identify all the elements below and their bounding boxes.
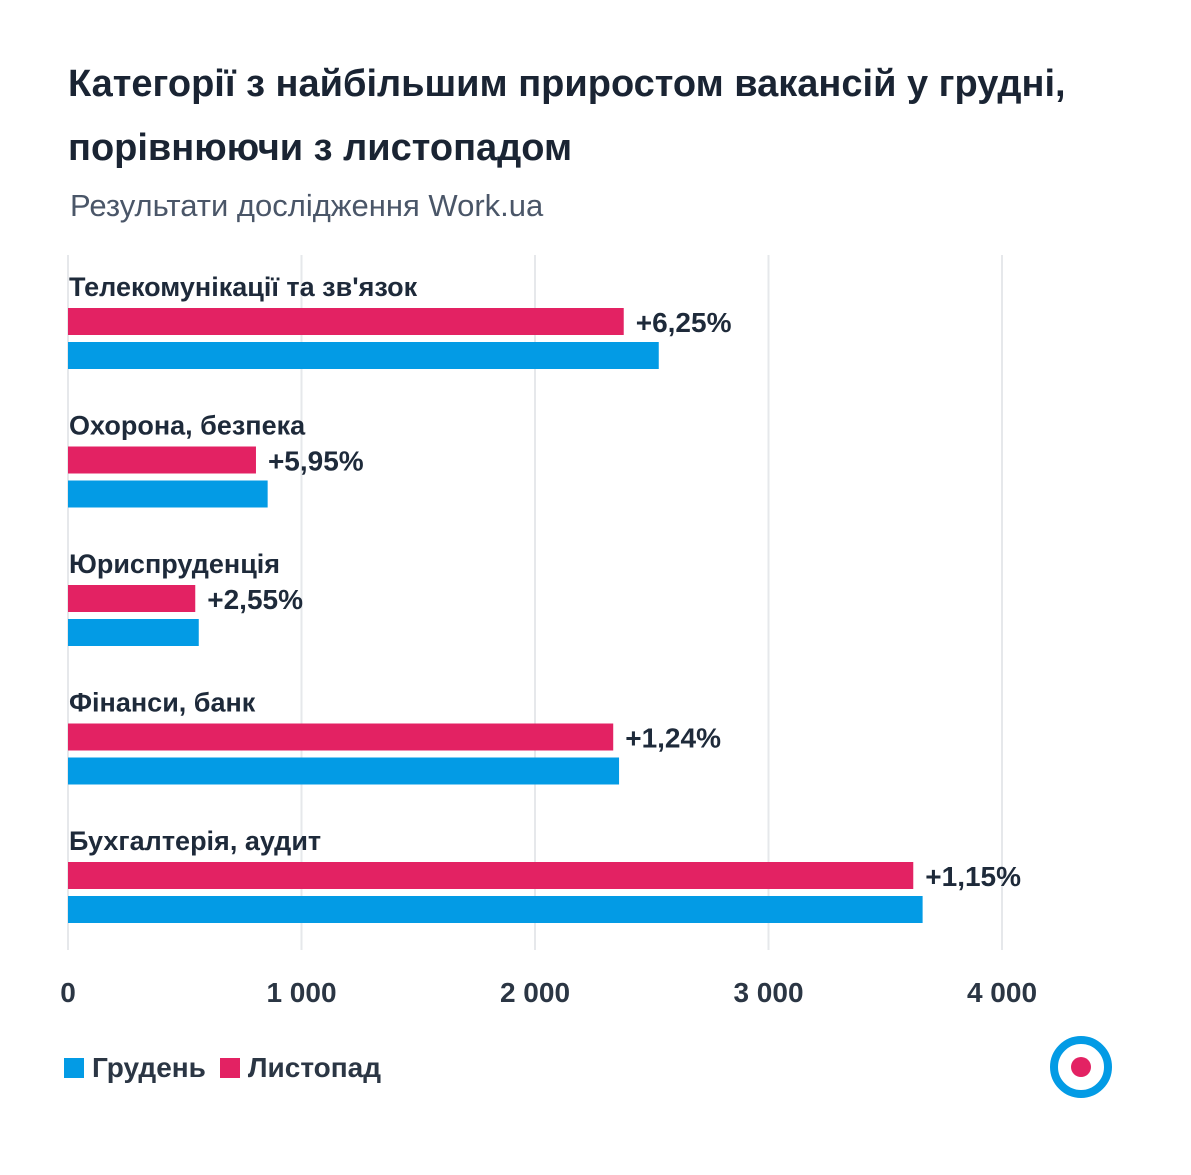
x-tick-label-4: 4 000 xyxy=(967,977,1037,1008)
bar-november-4 xyxy=(68,862,914,889)
bar-november-1 xyxy=(68,446,256,474)
growth-label-1: +5,95% xyxy=(268,446,364,477)
category-label-1: Охорона, безпека xyxy=(69,411,306,441)
bar-december-3 xyxy=(68,757,620,785)
category-label-3: Фінанси, банк xyxy=(69,688,256,718)
legend-swatch-december xyxy=(64,1058,84,1078)
growth-label-2: +2,55% xyxy=(207,584,303,615)
x-tick-label-3: 3 000 xyxy=(733,977,803,1008)
bar-november-2 xyxy=(68,585,196,612)
growth-label-4: +1,15% xyxy=(925,861,1021,892)
bar-chart: 0 1 000 2 000 3 000 4 000 Телекомунікації та … xyxy=(60,255,1037,1008)
chart-title: Категорії з найбільшим приростом вакансі… xyxy=(68,63,1066,169)
chart-subtitle: Результати дослідження Work.ua xyxy=(70,188,544,223)
bar-november-3 xyxy=(68,723,614,751)
legend-swatch-november xyxy=(219,1058,240,1078)
category-label-2: Юриспруденція xyxy=(69,549,280,579)
bar-december-1 xyxy=(68,480,268,508)
x-tick-label-0: 0 xyxy=(60,977,76,1008)
bar-december-0 xyxy=(68,342,659,369)
category-label-4: Бухгалтерія, аудит xyxy=(69,826,321,856)
growth-label-0: +6,25% xyxy=(636,307,732,338)
legend-label-december: Грудень xyxy=(92,1052,206,1083)
work-ua-target-icon xyxy=(1050,1036,1112,1098)
legend-label-november: Листопад xyxy=(247,1052,382,1083)
category-label-0: Телекомунікації та зв'язок xyxy=(69,272,418,302)
legend-item-november: Листопад xyxy=(219,1052,382,1084)
growth-label-3: +1,24% xyxy=(625,723,721,754)
bar-december-2 xyxy=(68,619,199,646)
x-tick-label-1: 1 000 xyxy=(266,977,336,1008)
legend-item-december: Грудень xyxy=(64,1052,206,1084)
legend: Грудень Листопад xyxy=(64,1052,381,1084)
bar-december-4 xyxy=(68,896,923,923)
x-tick-label-2: 2 000 xyxy=(500,977,570,1008)
bar-november-0 xyxy=(68,308,624,335)
